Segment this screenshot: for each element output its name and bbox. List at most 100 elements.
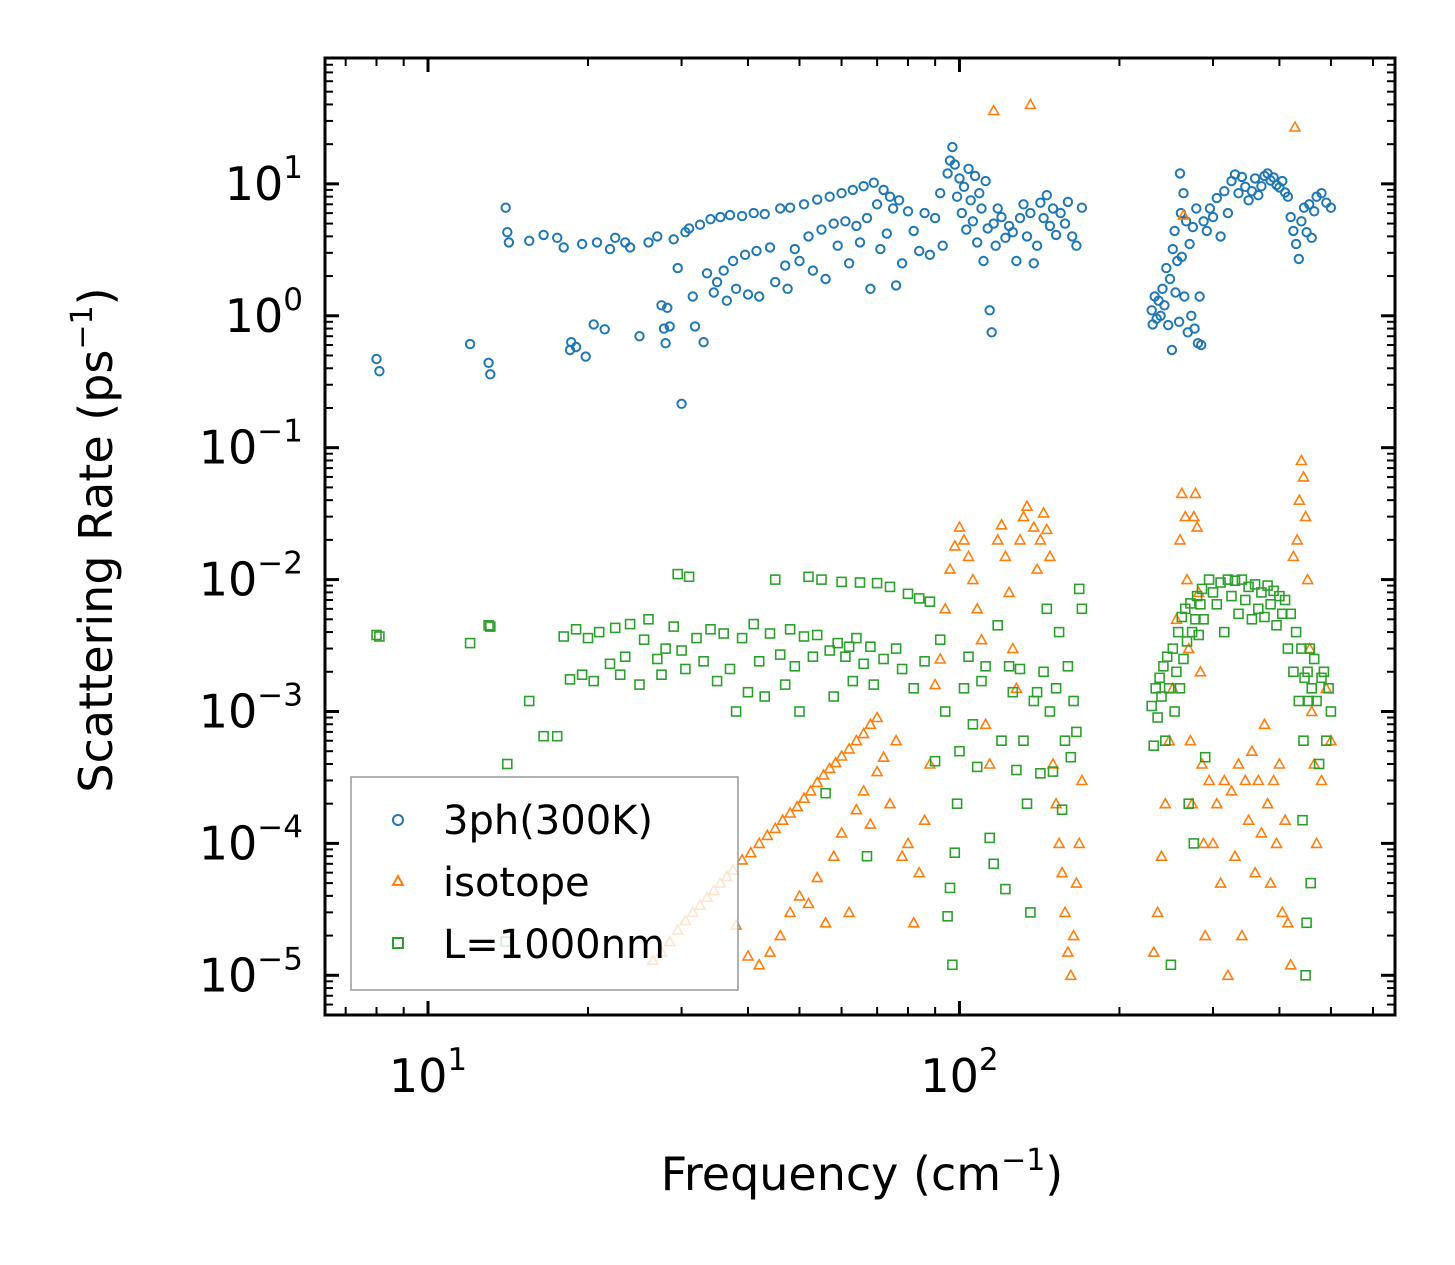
data-point-circle: [847, 184, 858, 196]
data-point-square: [1298, 735, 1309, 747]
data-point-square: [1229, 575, 1241, 587]
data-point-triangle: [1175, 486, 1189, 499]
data-point-square: [958, 682, 970, 694]
data-point-circle: [1014, 212, 1026, 224]
data-point-circle: [871, 199, 883, 210]
data-point-circle: [965, 195, 976, 206]
data-point-circle: [689, 321, 701, 332]
data-point-triangle: [979, 717, 992, 730]
data-point-triangle: [1210, 797, 1224, 809]
data-point-circle: [1191, 203, 1202, 214]
data-point-triangle: [819, 916, 832, 928]
data-point-circle: [881, 228, 892, 239]
data-point-circle: [718, 265, 729, 276]
data-point-circle: [843, 258, 855, 269]
data-point-circle: [780, 260, 791, 271]
data-point-square: [483, 619, 494, 631]
data-point-triangle: [1202, 773, 1216, 786]
data-point-circle: [1076, 202, 1088, 213]
data-point-circle: [868, 177, 879, 188]
data-point-square: [1003, 660, 1015, 672]
data-point-triangle: [1228, 849, 1242, 862]
data-point-triangle: [1058, 905, 1072, 918]
data-point-circle: [672, 262, 683, 274]
data-point-circle: [770, 276, 781, 288]
data-point-circle: [371, 353, 382, 365]
data-point-square: [1047, 766, 1059, 777]
data-point-triangle: [835, 826, 848, 838]
data-point-square: [1167, 643, 1179, 654]
data-point-circle: [502, 227, 513, 238]
data-point-triangle: [1173, 533, 1187, 545]
data-point-square: [929, 755, 941, 767]
data-point-circle: [1215, 231, 1226, 242]
data-point-square: [1146, 700, 1157, 712]
data-point-circle: [1062, 196, 1074, 208]
data-point-square: [730, 706, 742, 717]
data-point-square: [1226, 590, 1237, 602]
data-point-triangle: [1292, 493, 1306, 506]
data-point-circle: [919, 207, 930, 219]
data-point-square: [1076, 603, 1088, 615]
data-point-circle: [1041, 190, 1053, 201]
data-point-circle: [524, 235, 535, 247]
data-point-circle: [956, 207, 967, 219]
data-point-square: [1065, 751, 1077, 763]
data-point-square: [944, 882, 956, 894]
data-point-circle: [984, 305, 995, 316]
data-point-triangle: [1178, 509, 1192, 522]
data-point-triangle: [857, 784, 870, 796]
data-point-circle: [963, 163, 974, 175]
data-point-circle: [961, 224, 972, 235]
series-layer: [371, 97, 1338, 981]
data-point-circle: [558, 242, 569, 253]
y-tick-label: 10−1: [199, 414, 303, 475]
data-point-square: [1165, 959, 1177, 971]
data-point-square: [1171, 666, 1182, 678]
data-point-circle: [1222, 207, 1234, 219]
data-point-circle: [812, 194, 823, 205]
data-point-circle: [875, 243, 886, 255]
data-point-square: [811, 629, 823, 641]
data-point-circle: [840, 216, 851, 227]
data-point-square: [913, 593, 925, 604]
data-point-square: [614, 669, 626, 681]
data-point-circle: [624, 242, 636, 253]
data-point-square: [1163, 682, 1175, 694]
data-point-circle: [861, 212, 873, 224]
data-point-square: [1193, 629, 1204, 641]
data-point-triangle: [877, 750, 890, 763]
data-point-square: [963, 651, 974, 663]
data-point-circle: [807, 265, 819, 276]
data-point-circle: [660, 338, 671, 349]
data-point-circle: [748, 207, 759, 219]
data-point-square: [1279, 594, 1291, 606]
data-point-triangle: [1190, 520, 1204, 532]
data-point-square: [868, 679, 880, 690]
data-point-square: [1249, 579, 1261, 590]
data-point-square: [988, 858, 1000, 870]
data-point-triangle: [1310, 836, 1323, 849]
data-point-circle: [908, 225, 919, 237]
data-point-circle: [664, 321, 675, 332]
data-point-square: [1035, 767, 1046, 779]
data-point-circle: [929, 212, 941, 224]
data-point-triangle: [817, 768, 830, 780]
data-point-square: [660, 643, 671, 654]
data-point-circle: [730, 283, 742, 294]
data-point-circle: [980, 175, 991, 187]
data-point-circle: [1167, 243, 1179, 255]
data-point-circle: [816, 224, 827, 235]
y-tick-label: 100: [225, 282, 303, 343]
data-point-square: [1188, 838, 1200, 849]
data-point-circle: [570, 341, 582, 353]
data-point-triangle: [991, 533, 1005, 545]
data-point-circle: [715, 211, 726, 223]
data-point-circle: [798, 199, 810, 210]
data-point-triangle: [790, 799, 804, 812]
data-point-circle: [978, 255, 989, 267]
data-point-triangle: [793, 889, 806, 901]
data-point-circle: [1028, 258, 1040, 269]
data-point-triangle: [1235, 928, 1249, 941]
data-point-triangle: [823, 761, 837, 774]
